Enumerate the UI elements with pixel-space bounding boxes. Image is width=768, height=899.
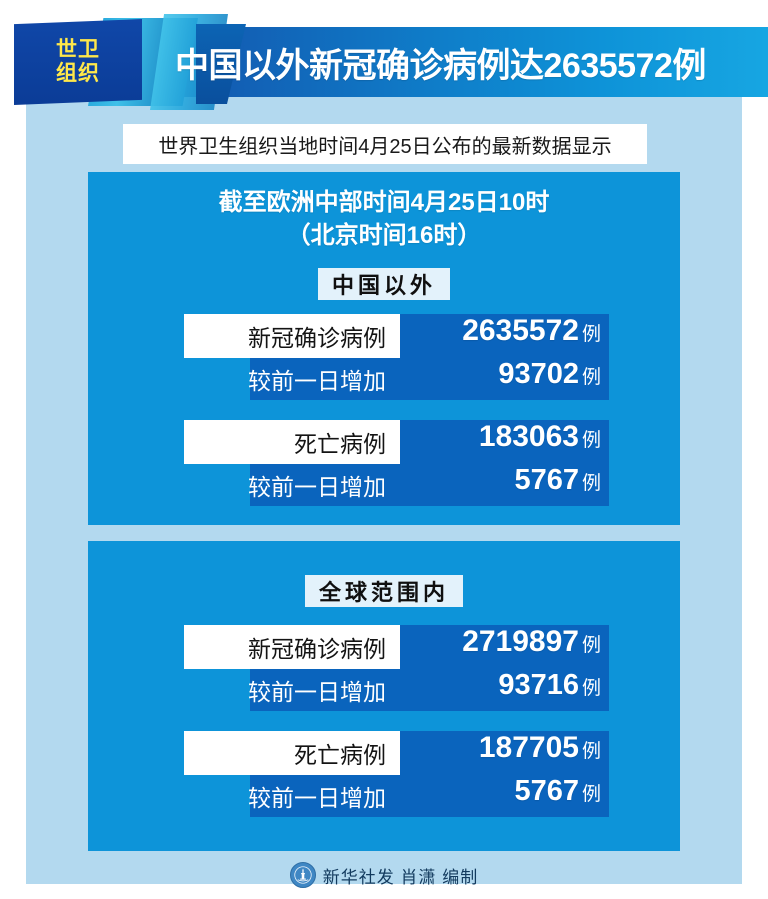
- row-group-global-confirmed: 新冠确诊病例 2719897 例 较前一日增加 93716 例: [88, 625, 680, 711]
- row-value: 187705: [478, 731, 579, 764]
- who-badge-label: 世卫 组织: [14, 19, 142, 105]
- row-sub-label: 较前一日增加: [248, 464, 400, 506]
- row-sub-unit: 例: [581, 784, 601, 805]
- table-row: 死亡病例 187705 例: [88, 731, 680, 775]
- page-title: 中国以外新冠确诊病例达2635572例: [175, 46, 706, 85]
- row-label: 新冠确诊病例: [184, 314, 400, 358]
- row-sub-value: 93702: [498, 358, 579, 390]
- subtitle-box: 世界卫生组织当地时间4月25日公布的最新数据显示: [123, 124, 647, 164]
- row-sub-value-cell: 5767 例: [400, 464, 609, 506]
- row-sub-value: 93716: [498, 669, 579, 701]
- row-sub-value: 5767: [514, 775, 579, 807]
- table-row-sub: 较前一日增加 93702 例: [88, 358, 680, 400]
- row-sub-unit: 例: [581, 678, 601, 699]
- row-sub-value-cell: 93702 例: [400, 358, 609, 400]
- footer-credit: 新华社发 肖潇 编制: [322, 867, 479, 887]
- row-value-cell: 187705 例: [400, 731, 609, 775]
- table-row: 新冠确诊病例 2719897 例: [88, 625, 680, 669]
- table-row: 新冠确诊病例 2635572 例: [88, 314, 680, 358]
- row-unit: 例: [581, 635, 601, 656]
- header: 世卫 组织 中国以外新冠确诊病例达2635572例: [0, 14, 768, 110]
- table-row-sub: 较前一日增加 93716 例: [88, 669, 680, 711]
- row-value-cell: 2719897 例: [400, 625, 609, 669]
- row-sub-label: 较前一日增加: [248, 358, 400, 400]
- section-pill-global: 全球范围内: [304, 575, 464, 607]
- subtitle-text: 世界卫生组织当地时间4月25日公布的最新数据显示: [158, 135, 612, 158]
- date-heading-line2: （北京时间16时）: [286, 222, 482, 250]
- row-value: 183063: [478, 420, 579, 453]
- row-label: 新冠确诊病例: [184, 625, 400, 669]
- table-row: 死亡病例 183063 例: [88, 420, 680, 464]
- panel-global: 全球范围内 新冠确诊病例 2719897 例 较前一日增加 93716 例: [88, 541, 680, 851]
- row-sub-unit: 例: [581, 367, 601, 388]
- row-value-cell: 183063 例: [400, 420, 609, 464]
- date-heading: 截至欧洲中部时间4月25日10时 （北京时间16时）: [88, 186, 680, 252]
- table-row-sub: 较前一日增加 5767 例: [88, 464, 680, 506]
- row-unit: 例: [581, 430, 601, 451]
- table-row-sub: 较前一日增加 5767 例: [88, 775, 680, 817]
- who-badge: [14, 19, 142, 105]
- footer: 新华社发 肖潇 编制: [0, 858, 768, 892]
- row-sub-label: 较前一日增加: [248, 775, 400, 817]
- row-value: 2719897: [462, 625, 579, 658]
- row-group-outside-deaths: 死亡病例 183063 例 较前一日增加 5767 例: [88, 420, 680, 506]
- row-sub-value-cell: 5767 例: [400, 775, 609, 817]
- row-sub-value: 5767: [514, 464, 579, 496]
- row-sub-label: 较前一日增加: [248, 669, 400, 711]
- row-unit: 例: [581, 741, 601, 762]
- who-badge-line1: 世卫: [56, 38, 100, 62]
- row-label: 死亡病例: [184, 420, 400, 464]
- row-sub-unit: 例: [581, 473, 601, 494]
- row-group-global-deaths: 死亡病例 187705 例 较前一日增加 5767 例: [88, 731, 680, 817]
- row-group-outside-confirmed: 新冠确诊病例 2635572 例 较前一日增加 93702 例: [88, 314, 680, 400]
- row-unit: 例: [581, 324, 601, 345]
- row-value-cell: 2635572 例: [400, 314, 609, 358]
- date-heading-line1: 截至欧洲中部时间4月25日10时: [218, 189, 550, 216]
- panel-outside-china: 截至欧洲中部时间4月25日10时 （北京时间16时） 中国以外 新冠确诊病例 2…: [88, 172, 680, 525]
- row-value: 2635572: [462, 314, 579, 347]
- who-badge-line2: 组织: [56, 62, 100, 85]
- row-sub-value-cell: 93716 例: [400, 669, 609, 711]
- xinhua-tower-icon: [289, 862, 316, 888]
- section-pill-outside: 中国以外: [317, 268, 451, 300]
- row-label: 死亡病例: [184, 731, 400, 775]
